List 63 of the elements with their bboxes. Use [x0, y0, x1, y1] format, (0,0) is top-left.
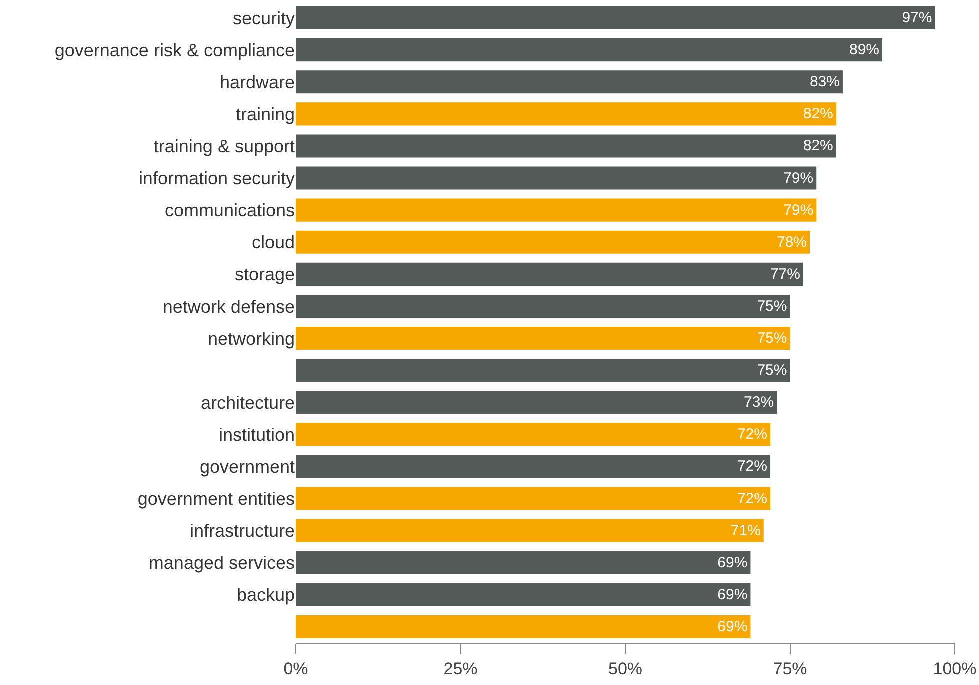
data-label: 75%	[757, 330, 788, 348]
y-tick-label: information security	[138, 168, 295, 189]
bar	[296, 583, 751, 606]
data-label: 89%	[849, 42, 880, 59]
y-tick-label: storage	[234, 264, 295, 285]
bar	[296, 551, 751, 574]
bar	[296, 38, 883, 62]
y-tick-label: government	[200, 457, 295, 478]
data-label: 83%	[810, 74, 840, 91]
y-tick-label: network defense	[162, 296, 295, 317]
y-tick-label: hardware	[220, 72, 295, 92]
y-tick-label: backup	[236, 585, 295, 606]
y-tick-label: infrastructure	[190, 521, 295, 542]
data-label: 97%	[902, 10, 932, 27]
bar	[296, 294, 790, 318]
bar	[296, 455, 770, 478]
data-label: 77%	[770, 266, 800, 283]
data-label: 82%	[803, 138, 834, 155]
bar	[296, 359, 790, 382]
x-tick-label: 100%	[933, 659, 977, 678]
y-tick-label: communications	[164, 200, 295, 221]
bar	[296, 6, 936, 30]
bar	[296, 166, 817, 190]
data-label: 69%	[718, 618, 748, 636]
y-tick-label: governance risk & compliance	[54, 40, 295, 60]
x-tick-label: 50%	[608, 659, 643, 678]
y-tick-label: cloud	[252, 232, 295, 253]
x-tick-label: 25%	[444, 659, 478, 678]
data-label: 72%	[737, 490, 768, 508]
bar	[296, 423, 770, 446]
y-tick-label: institution	[218, 424, 295, 445]
data-label: 75%	[757, 298, 788, 315]
y-tick-label: networking	[208, 328, 295, 349]
bar	[296, 391, 778, 414]
bar	[296, 230, 810, 254]
x-tick-label: 0%	[284, 659, 308, 678]
data-label: 69%	[718, 554, 748, 572]
bar	[296, 102, 836, 126]
bar	[296, 262, 804, 286]
data-label: 79%	[784, 202, 814, 219]
data-label: 78%	[776, 234, 808, 251]
bar	[296, 70, 843, 94]
y-tick-label: managed services	[148, 553, 295, 574]
bar	[296, 198, 817, 222]
data-label: 72%	[737, 458, 768, 476]
bar	[296, 519, 764, 542]
y-tick-label: training	[236, 104, 295, 124]
bar	[296, 487, 770, 510]
data-label: 73%	[744, 394, 774, 412]
x-tick-label: 75%	[773, 659, 808, 678]
data-label: 69%	[718, 586, 748, 604]
bar	[296, 134, 836, 158]
data-label: 72%	[737, 426, 768, 444]
data-label: 79%	[784, 170, 814, 187]
y-tick-label: government entities	[138, 489, 295, 510]
y-tick-label: security	[232, 8, 295, 28]
data-label: 82%	[803, 106, 834, 123]
data-label: 71%	[730, 522, 761, 540]
y-tick-label: training & support	[154, 136, 295, 157]
data-label: 75%	[757, 362, 788, 380]
y-tick-label: architecture	[200, 392, 295, 413]
bar	[296, 326, 790, 350]
bar	[296, 615, 751, 639]
